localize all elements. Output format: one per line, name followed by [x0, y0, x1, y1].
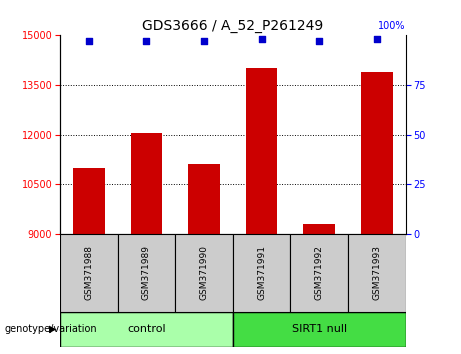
- Point: [373, 36, 381, 42]
- Text: GSM371992: GSM371992: [315, 245, 324, 300]
- Title: GDS3666 / A_52_P261249: GDS3666 / A_52_P261249: [142, 19, 324, 33]
- Bar: [361, 72, 393, 234]
- Text: control: control: [127, 324, 165, 334]
- Bar: [118, 234, 175, 312]
- Text: GSM371989: GSM371989: [142, 245, 151, 300]
- Bar: [246, 68, 278, 234]
- Bar: [73, 167, 105, 234]
- Text: ▶: ▶: [49, 324, 57, 334]
- Bar: [60, 312, 233, 347]
- Bar: [233, 312, 406, 347]
- Text: 100%: 100%: [378, 22, 406, 32]
- Text: genotype/variation: genotype/variation: [5, 324, 97, 334]
- Point: [142, 39, 150, 44]
- Text: GSM371991: GSM371991: [257, 245, 266, 300]
- Bar: [290, 234, 348, 312]
- Bar: [130, 133, 162, 234]
- Text: GSM371990: GSM371990: [200, 245, 208, 300]
- Point: [315, 39, 323, 44]
- Text: GSM371993: GSM371993: [372, 245, 381, 300]
- Bar: [175, 234, 233, 312]
- Point: [200, 39, 207, 44]
- Text: SIRT1 null: SIRT1 null: [292, 324, 347, 334]
- Bar: [60, 234, 118, 312]
- Point: [85, 39, 92, 44]
- Point: [258, 36, 266, 42]
- Text: GSM371988: GSM371988: [84, 245, 93, 300]
- Bar: [303, 224, 335, 234]
- Bar: [188, 164, 220, 234]
- Bar: [233, 234, 290, 312]
- Bar: [348, 234, 406, 312]
